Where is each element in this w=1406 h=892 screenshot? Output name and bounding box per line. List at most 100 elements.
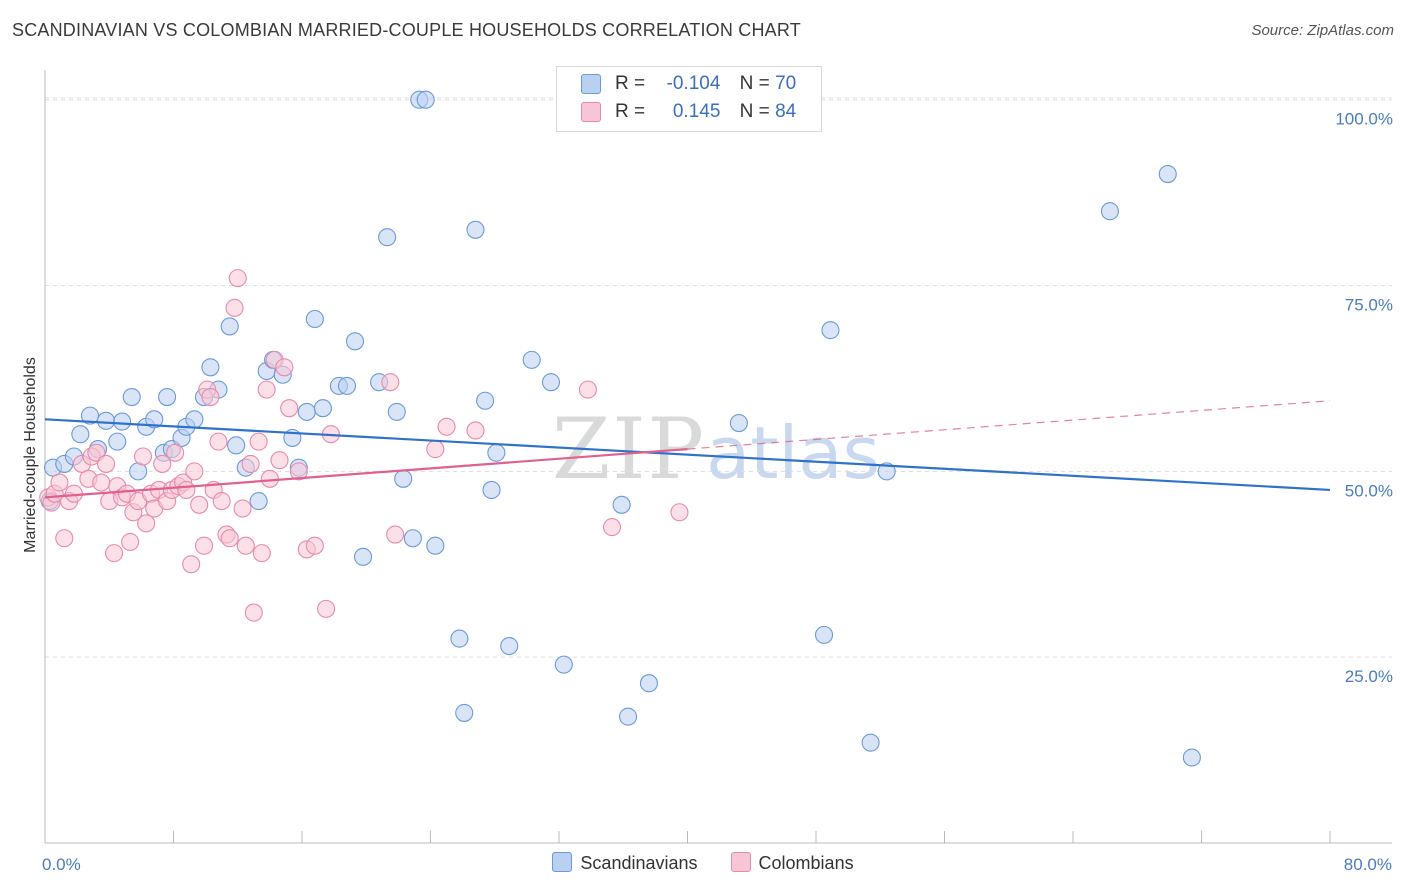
series-swatch-blue <box>552 852 573 872</box>
tick-layer: 25.0% 50.0% 75.0% 100.0% 0.0% 80.0% <box>42 110 1393 874</box>
data-point-pink <box>166 443 185 462</box>
trend-line-pink <box>44 447 688 499</box>
trend-line-blue <box>44 418 1331 492</box>
data-point-pink <box>185 462 204 481</box>
data-point-blue <box>313 399 332 418</box>
chart-title: SCANDINAVIAN VS COLOMBIAN MARRIED-COUPLE… <box>12 20 801 40</box>
data-point-blue <box>487 443 506 462</box>
data-point-pink <box>249 432 268 451</box>
series-legend-label: Colombians <box>758 853 854 873</box>
data-point-blue <box>522 350 541 369</box>
data-point-blue <box>500 636 519 656</box>
data-point-blue <box>466 220 485 239</box>
y-tick-label: 100.0% <box>1335 110 1393 129</box>
trend-layer <box>44 400 1331 499</box>
data-point-pink <box>305 536 324 555</box>
data-point-blue <box>1100 202 1119 221</box>
x-tick-label: 0.0% <box>42 855 81 874</box>
data-point-pink <box>257 380 276 399</box>
legend-n-value: 84 <box>775 101 797 122</box>
data-point-pink <box>317 599 336 618</box>
data-point-blue <box>249 492 268 511</box>
data-point-pink <box>121 532 140 552</box>
x-tick-label: 80.0% <box>1344 855 1392 874</box>
data-point-pink <box>244 603 263 622</box>
grid-layer <box>45 97 1392 658</box>
data-point-blue <box>337 376 357 395</box>
data-point-pink <box>233 499 252 518</box>
series-legend-colombians[interactable]: Colombians <box>730 852 854 874</box>
data-point-pink <box>220 529 239 548</box>
data-point-pink <box>386 525 405 544</box>
data-point-blue <box>345 332 365 351</box>
data-point-pink <box>50 473 69 492</box>
data-point-pink <box>96 454 116 473</box>
data-point-blue <box>416 90 435 109</box>
data-point-blue <box>185 410 204 429</box>
series-legend-label: Scandinavians <box>580 853 698 873</box>
stats-legend: R = -0.104 N = 70 R = 0.145 N = 84 <box>556 66 822 132</box>
data-point-pink <box>137 514 156 533</box>
data-point-pink <box>194 536 214 555</box>
data-point-blue <box>378 228 397 247</box>
data-point-blue <box>821 321 840 340</box>
data-point-blue <box>1158 165 1177 184</box>
data-point-blue <box>450 629 469 648</box>
data-point-blue <box>113 412 132 431</box>
data-point-pink <box>270 451 289 470</box>
legend-swatch-pink <box>581 101 601 122</box>
legend-r-value: -0.104 <box>666 73 721 94</box>
data-point-blue <box>387 402 406 421</box>
data-point-pink <box>182 555 201 574</box>
data-point-blue <box>227 436 246 455</box>
data-point-blue <box>122 387 141 407</box>
data-point-blue <box>297 402 316 421</box>
chart-source: Source: ZipAtlas.com <box>1251 22 1394 39</box>
data-point-blue <box>612 495 631 514</box>
axis-layer <box>44 70 1392 844</box>
data-point-blue <box>619 707 638 726</box>
data-point-pink <box>381 373 400 392</box>
data-point-pink <box>236 536 255 555</box>
series-legend-scandinavians[interactable]: Scandinavians <box>552 852 698 874</box>
legend-n-label: N = <box>739 101 770 122</box>
trend-line-dashed-pink <box>687 400 1331 450</box>
data-point-blue <box>353 547 373 566</box>
data-point-pink <box>670 503 689 522</box>
data-point-blue <box>305 309 324 329</box>
data-point-pink <box>55 529 74 548</box>
data-point-blue <box>541 373 561 392</box>
data-point-blue <box>861 733 880 752</box>
data-point-pink <box>252 544 271 563</box>
data-point-pink <box>260 469 279 488</box>
data-point-pink <box>105 544 124 563</box>
series-swatch-pink <box>730 852 751 872</box>
data-point-blue <box>877 462 896 481</box>
data-point-blue <box>96 411 116 430</box>
y-tick-label: 50.0% <box>1345 481 1393 500</box>
data-point-blue <box>158 387 177 407</box>
data-point-pink <box>177 480 196 499</box>
data-point-blue <box>80 406 100 425</box>
legend-n-value: 70 <box>775 73 797 94</box>
data-point-pink <box>212 492 231 511</box>
data-point-pink <box>153 454 172 473</box>
data-point-pink <box>209 432 228 451</box>
data-point-pink <box>241 454 260 473</box>
legend-r-label: R = <box>615 101 646 122</box>
data-point-pink <box>437 417 456 436</box>
data-point-pink <box>190 495 209 514</box>
y-tick-label: 75.0% <box>1345 296 1393 315</box>
data-point-blue <box>108 432 127 451</box>
data-point-blue <box>220 317 239 336</box>
data-point-blue <box>476 391 495 410</box>
data-point-blue <box>455 703 474 722</box>
legend-n-label: N = <box>739 73 770 94</box>
data-point-blue <box>554 655 573 674</box>
data-point-pink <box>466 421 485 440</box>
data-point-blue <box>71 425 90 444</box>
data-point-pink <box>92 473 111 492</box>
data-point-blue <box>201 358 220 377</box>
data-point-blue <box>403 529 422 548</box>
